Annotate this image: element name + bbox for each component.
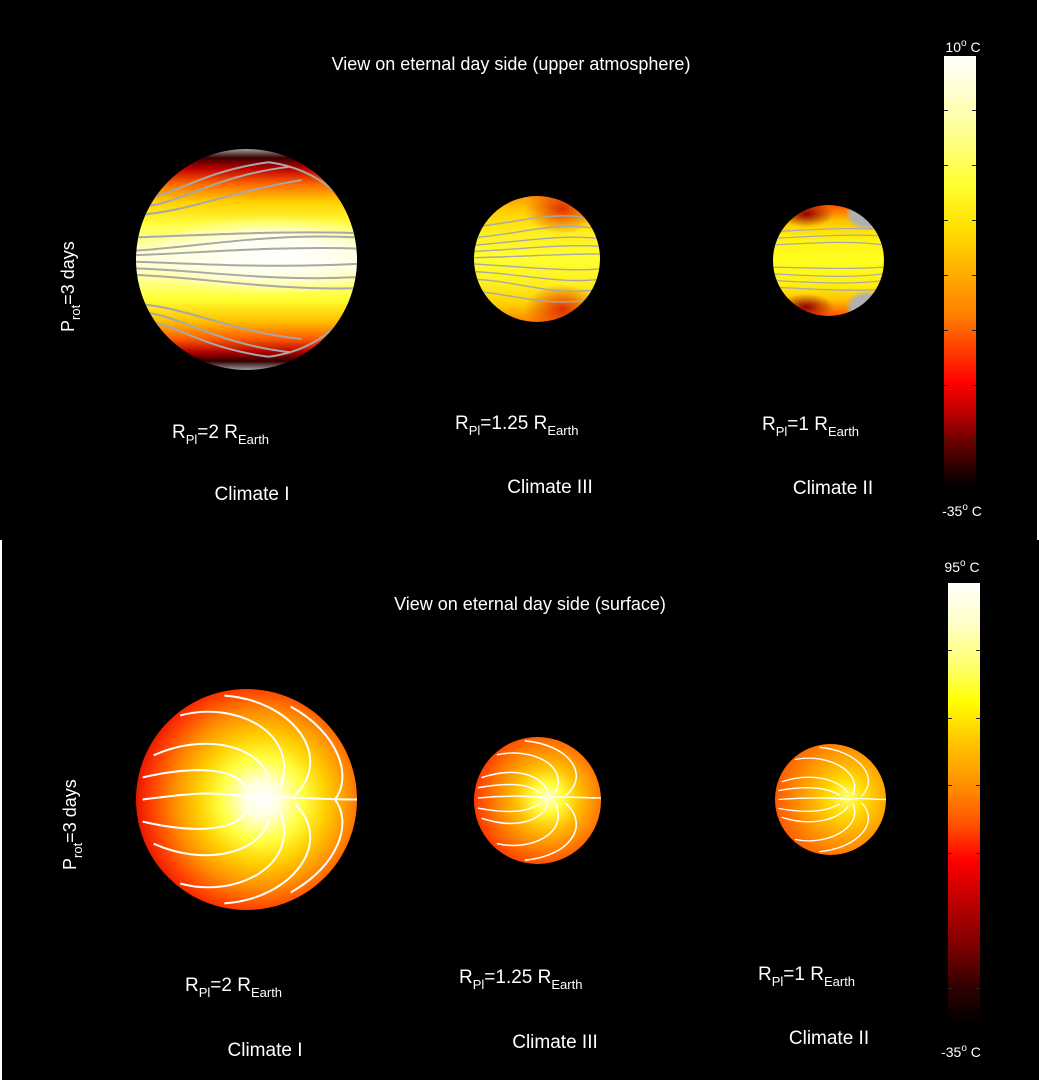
ylabel-subscript: rot — [70, 842, 85, 858]
radius-value: =1 R — [783, 964, 824, 985]
radius-symbol: R — [455, 413, 469, 434]
radius-unit: Earth — [250, 985, 283, 1000]
planet-climate-3-surface — [474, 737, 601, 864]
planet-climate-2-surface — [775, 744, 886, 855]
planet-radius-label: RPl=1.25 REarth — [459, 967, 582, 992]
climate-label: Climate III — [507, 477, 593, 498]
colorbar-unit: C — [966, 39, 981, 55]
planet-radius-label: RPl=1.25 REarth — [455, 413, 578, 438]
radius-symbol: R — [762, 414, 776, 435]
panel-title: View on eternal day side (upper atmosphe… — [331, 54, 691, 74]
streamlines — [142, 694, 357, 905]
streamlines — [136, 161, 357, 358]
climate-label: Climate I — [227, 1040, 303, 1061]
colorbar-max-value: 10 — [945, 39, 962, 55]
climate-label: Climate II — [792, 478, 874, 499]
colorbar-unit: C — [967, 503, 982, 519]
radius-subscript: Pl — [185, 432, 198, 447]
planet-climate-1-atmosphere — [136, 149, 357, 370]
colorbar-min-label: -35o C — [941, 1043, 981, 1060]
ylabel-symbol: P — [60, 857, 80, 870]
planet-climate-1-surface — [136, 689, 357, 910]
colorbar-unit: C — [965, 559, 980, 575]
ylabel-value: =3 days — [58, 241, 78, 305]
ylabel-subscript: rot — [68, 304, 83, 320]
colorbar-atmosphere — [944, 56, 976, 486]
planet-radius-label: RPl=2 REarth — [185, 975, 282, 1000]
radius-value: =1 R — [787, 414, 828, 435]
planet-radius-label: RPl=1 REarth — [758, 964, 855, 989]
panel-title: View on eternal day side (surface) — [394, 594, 666, 614]
panel-border — [0, 540, 2, 1080]
colorbar-max-label: 10o C — [945, 38, 980, 55]
planet-climate-2-atmosphere — [773, 205, 884, 316]
degree-symbol: o — [961, 1043, 967, 1054]
radius-unit: Earth — [551, 977, 583, 992]
climate-label: Climate II — [788, 1028, 870, 1049]
streamlines — [778, 746, 886, 853]
radius-subscript: Pl — [472, 977, 485, 992]
colorbar-min-value: -35 — [941, 1044, 962, 1060]
radius-symbol: R — [185, 975, 199, 996]
radius-symbol: R — [459, 967, 473, 988]
streamlines — [773, 227, 884, 291]
rotation-period-label: Prot=3 days — [60, 779, 85, 870]
radius-unit: Earth — [827, 424, 860, 439]
radius-value: =2 R — [197, 422, 238, 443]
rotation-period-label: Prot=3 days — [58, 241, 83, 332]
radius-unit: Earth — [823, 974, 856, 989]
climate-label: Climate III — [512, 1032, 598, 1053]
ylabel-symbol: P — [58, 319, 78, 332]
planet-climate-3-atmosphere — [474, 196, 600, 322]
colorbar-unit: C — [966, 1044, 981, 1060]
degree-symbol: o — [960, 558, 966, 569]
streamlines — [474, 215, 600, 303]
colorbar-min-label: -35o C — [942, 502, 982, 519]
planet-radius-label: RPl=2 REarth — [172, 422, 269, 447]
radius-value: =1.25 R — [480, 413, 548, 434]
radius-subscript: Pl — [775, 424, 788, 439]
colorbar-max-value: 95 — [944, 559, 961, 575]
radius-subscript: Pl — [198, 985, 211, 1000]
climate-label: Climate I — [214, 484, 290, 505]
degree-symbol: o — [962, 502, 968, 513]
planet-radius-label: RPl=1 REarth — [762, 414, 859, 439]
radius-value: =2 R — [210, 975, 251, 996]
streamlines — [477, 740, 601, 861]
radius-subscript: Pl — [771, 974, 784, 989]
radius-value: =1.25 R — [484, 967, 552, 988]
colorbar-min-value: -35 — [942, 503, 963, 519]
radius-symbol: R — [758, 964, 772, 985]
panel-border — [1037, 0, 1039, 540]
radius-unit: Earth — [547, 423, 579, 438]
upper-atmosphere-panel: View on eternal day side (upper atmosphe… — [58, 0, 1039, 540]
radius-symbol: R — [172, 422, 186, 443]
ylabel-value: =3 days — [60, 779, 80, 843]
colorbar-surface — [948, 583, 980, 1023]
radius-unit: Earth — [237, 432, 270, 447]
radius-subscript: Pl — [468, 423, 481, 438]
degree-symbol: o — [961, 38, 967, 49]
surface-panel: View on eternal day side (surface) Prot=… — [0, 540, 1039, 1080]
colorbar-max-label: 95o C — [944, 558, 979, 575]
